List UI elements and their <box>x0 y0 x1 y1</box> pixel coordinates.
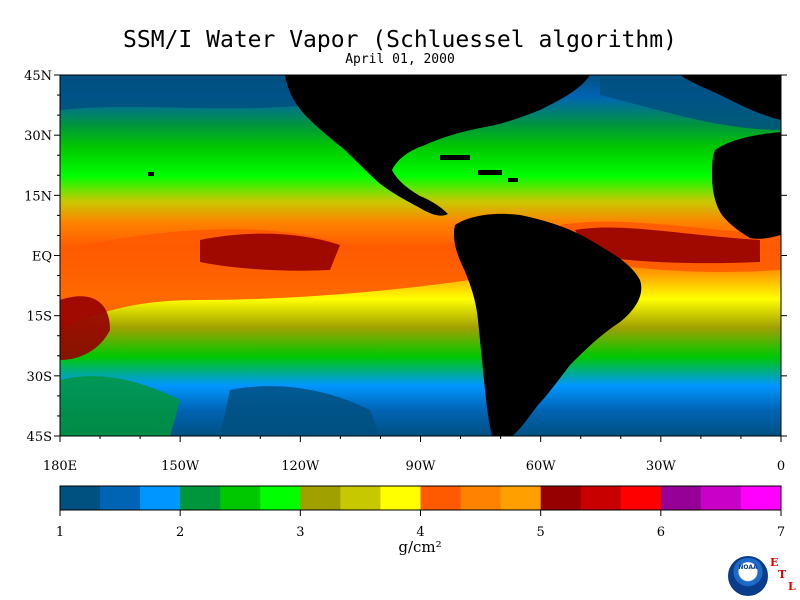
lat-label: 30N <box>24 129 52 144</box>
colorbar-swatch <box>420 486 462 510</box>
colorbar-swatch <box>740 486 782 510</box>
colorbar-units: g/cm² <box>398 538 442 556</box>
lon-label: 120W <box>281 459 320 474</box>
noaa-logo: NOAA <box>728 556 768 596</box>
colorbar-tick-label: 6 <box>657 525 665 540</box>
water-vapor-field <box>60 75 781 436</box>
lat-label: 45N <box>24 69 52 84</box>
lat-label: 15N <box>24 189 52 204</box>
colorbar-swatch <box>60 486 101 510</box>
colorbar-swatch <box>620 486 662 510</box>
lon-label: 150W <box>161 459 200 474</box>
colorbar-swatch <box>180 486 221 510</box>
colorbar-swatch <box>380 486 421 510</box>
colorbar-tick-label: 2 <box>176 525 184 540</box>
colorbar-swatch <box>140 486 181 510</box>
lat-label: 30S <box>27 370 52 385</box>
noaa-logo-text: NOAA <box>738 564 758 571</box>
colorbar-swatch <box>100 486 141 510</box>
lon-label: 90W <box>406 459 437 474</box>
lon-label: 180E <box>43 459 77 474</box>
colorbar-swatch <box>300 486 341 510</box>
lat-label: EQ <box>32 250 52 265</box>
colorbar-swatch <box>500 486 542 510</box>
colorbar-swatch <box>540 486 582 510</box>
map-axes: 45N 30N 15N EQ 15S 30S 45S 180E 150W 120W 90W 60W 30… <box>24 69 787 474</box>
lon-label: 60W <box>526 459 557 474</box>
chart-subtitle: April 01, 2000 <box>345 52 455 67</box>
colorbar-swatch <box>260 486 301 510</box>
colorbar-swatch <box>580 486 622 510</box>
lon-label: 30W <box>646 459 677 474</box>
colorbar-tick-label: 5 <box>537 525 545 540</box>
lon-label: 0 <box>777 459 785 474</box>
colorbar-swatch <box>700 486 742 510</box>
colorbar-tick-label: 3 <box>296 525 304 540</box>
colorbar-swatch <box>460 486 502 510</box>
lat-label: 15S <box>27 310 52 325</box>
colorbar-swatch <box>220 486 261 510</box>
colorbar: 1 2 3 4 5 6 7 <box>56 485 785 540</box>
etl-letter-e: E <box>770 556 779 569</box>
etl-letter-t: T <box>778 568 787 581</box>
colorbar-tick-label: 7 <box>777 525 785 540</box>
chart-title: SSM/I Water Vapor (Schluessel algorithm) <box>123 27 677 53</box>
etl-letter-l: L <box>788 580 796 593</box>
land-mass <box>148 75 781 436</box>
colorbar-tick-label: 4 <box>416 525 424 540</box>
colorbar-swatch <box>660 486 702 510</box>
colorbar-swatch <box>340 486 381 510</box>
colorbar-tick-label: 1 <box>56 525 64 540</box>
lat-label: 45S <box>27 430 52 445</box>
